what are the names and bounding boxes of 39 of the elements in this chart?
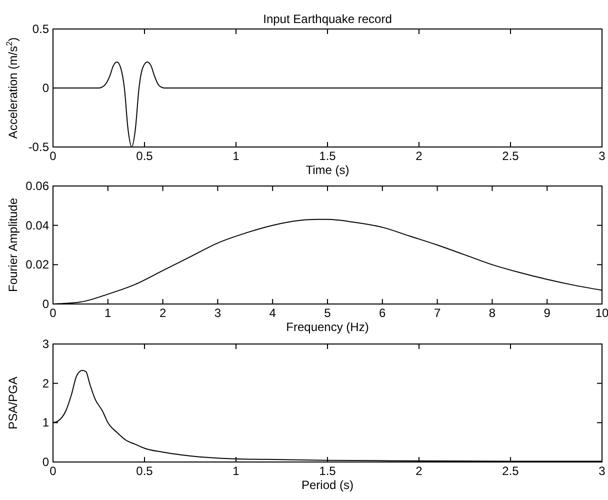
x-axis-title: Period (s) — [301, 478, 354, 492]
x-tick-label: 2.5 — [502, 464, 520, 478]
x-tick-label: 0.5 — [136, 149, 154, 163]
x-tick-label: 0.5 — [136, 464, 154, 478]
chart-title: Input Earthquake record — [263, 12, 392, 26]
x-tick-label: 5 — [324, 306, 332, 320]
y-axis-title: PSA/PGA — [6, 376, 20, 430]
x-tick-label: 10 — [595, 306, 608, 320]
x-tick-label: 3 — [598, 149, 606, 163]
y-tick-label: 0.06 — [26, 179, 50, 193]
y-tick-label: 0 — [42, 455, 50, 469]
y-tick-label: 0.02 — [26, 258, 50, 272]
y-tick-label: 0.5 — [32, 22, 50, 36]
y-axis-title: Fourier Amplitude — [6, 198, 20, 292]
x-tick-label: 1 — [232, 149, 240, 163]
x-tick-label: 2.5 — [502, 149, 520, 163]
y-tick-label: 3 — [42, 337, 50, 351]
x-tick-label: 2 — [416, 149, 423, 163]
x-tick-label: 1 — [104, 306, 112, 320]
y-tick-label: 1 — [42, 416, 50, 430]
x-tick-label: 2 — [416, 464, 423, 478]
x-tick-label: 2 — [159, 306, 166, 320]
y-tick-label: 0.04 — [26, 218, 50, 232]
x-tick-label: 3 — [598, 464, 606, 478]
x-tick-label: 1.5 — [319, 464, 336, 478]
y-tick-label: 0 — [42, 81, 50, 95]
y-tick-label: 2 — [42, 376, 50, 390]
x-tick-label: 9 — [544, 306, 551, 320]
y-tick-label: 0 — [42, 297, 50, 311]
x-tick-label: 1 — [232, 464, 240, 478]
x-tick-label: 4 — [269, 306, 276, 320]
x-tick-label: 7 — [434, 306, 441, 320]
x-tick-label: 3 — [214, 306, 222, 320]
x-axis-title: Frequency (Hz) — [286, 320, 369, 334]
x-tick-label: 8 — [488, 306, 496, 320]
x-tick-label: 6 — [379, 306, 386, 320]
x-tick-label: 1.5 — [319, 149, 336, 163]
x-axis-title: Time (s) — [306, 163, 350, 177]
y-tick-label: -0.5 — [28, 140, 50, 154]
